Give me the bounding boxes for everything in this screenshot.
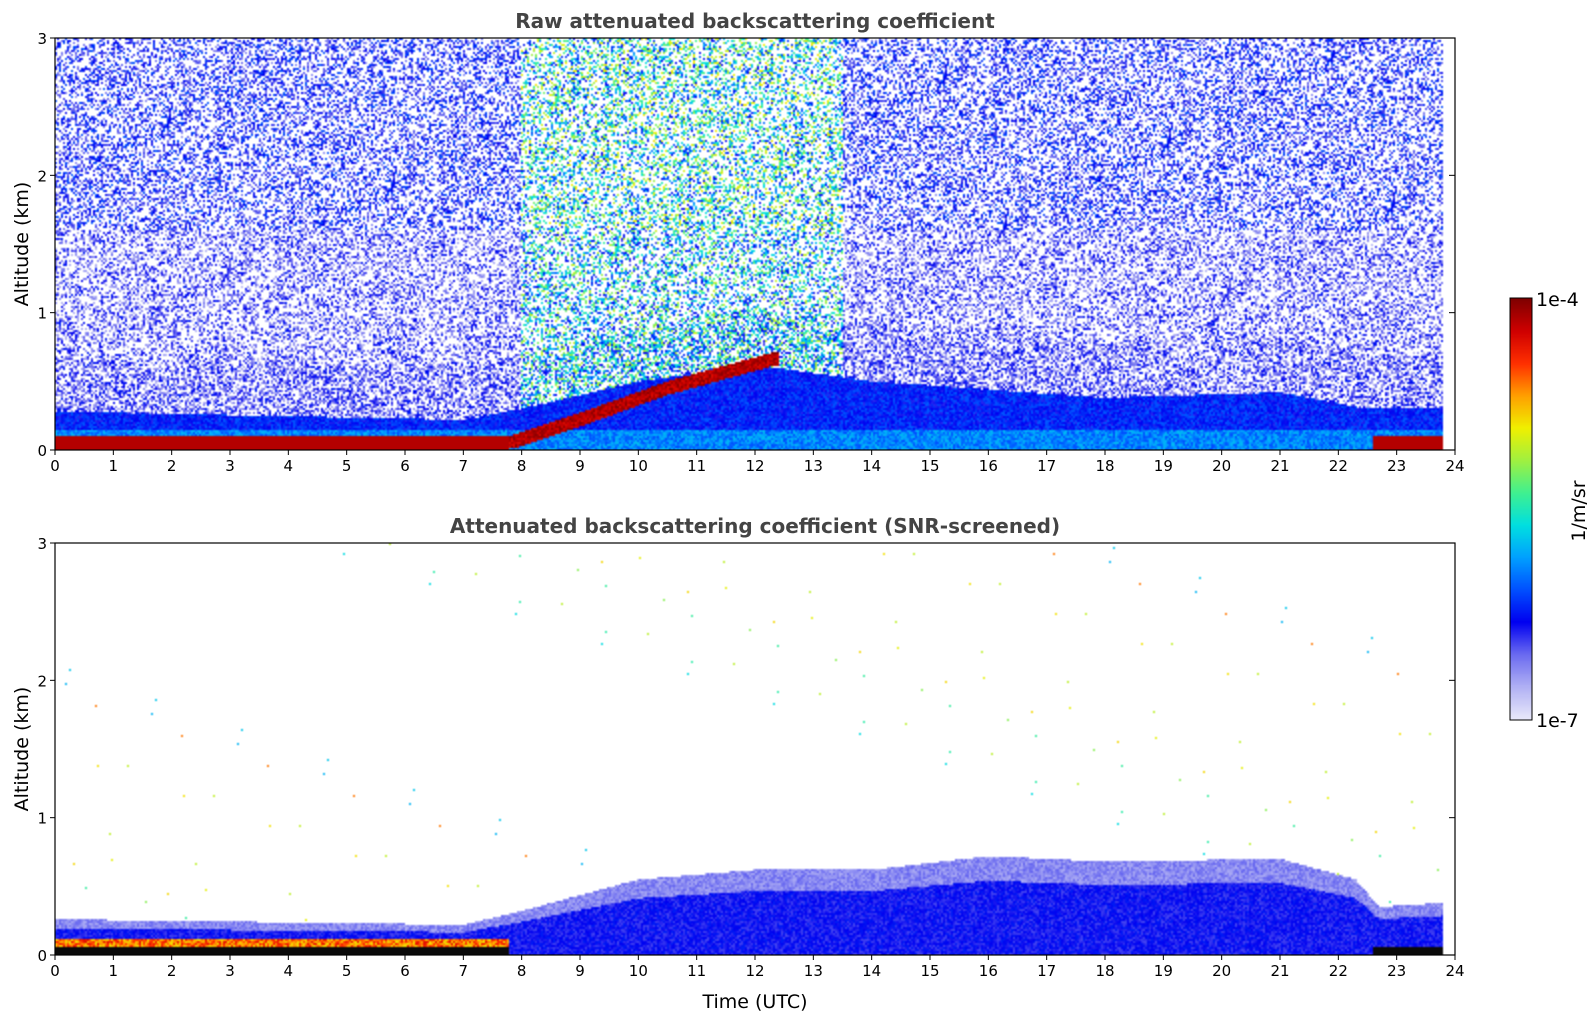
x-tick-label: 6 <box>400 962 410 980</box>
x-tick-label: 7 <box>459 962 469 980</box>
x-tick-label: 14 <box>862 457 881 475</box>
x-tick-label: 19 <box>1154 962 1173 980</box>
x-tick-label: 17 <box>1037 457 1056 475</box>
x-tick-label: 10 <box>629 457 648 475</box>
x-tick-label: 7 <box>459 457 469 475</box>
x-tick-label: 18 <box>1095 962 1114 980</box>
x-tick-label: 15 <box>920 457 939 475</box>
x-tick-label: 8 <box>517 962 527 980</box>
panel-raw-y-axis: 0 1 2 3 <box>37 30 1455 460</box>
x-tick-label: 23 <box>1387 962 1406 980</box>
panel-raw-ylabel: Altitude (km) <box>11 182 33 307</box>
panel-screened-ylabel: Altitude (km) <box>11 687 33 812</box>
x-tick-label: 0 <box>50 457 60 475</box>
raw-backscatter-heatmap <box>55 38 1455 450</box>
x-tick-label: 2 <box>167 962 177 980</box>
y-tick-label: 2 <box>37 672 47 690</box>
panel-raw-x-axis: 0 1 2 3 4 5 6 7 8 9 10 11 12 13 14 15 16 17 18 19 20 21 22 23 24 <box>50 450 1465 475</box>
panel-screened-xlabel: Time (UTC) <box>701 991 807 1013</box>
x-tick-label: 18 <box>1095 457 1114 475</box>
x-tick-label: 20 <box>1212 962 1231 980</box>
x-tick-label: 21 <box>1270 962 1289 980</box>
panel-screened: Attenuated backscattering coefficient (S… <box>11 514 1465 1013</box>
colorbar-max-label: 1e-4 <box>1536 289 1579 311</box>
x-tick-label: 3 <box>225 457 235 475</box>
y-tick-label: 1 <box>37 810 47 828</box>
y-tick-label: 1 <box>37 305 47 323</box>
y-tick-label: 3 <box>37 30 47 48</box>
colorbar-frame <box>1509 297 1533 721</box>
colorbar-label: 1/m/sr <box>1568 480 1590 541</box>
x-tick-label: 5 <box>342 962 352 980</box>
x-tick-label: 14 <box>862 962 881 980</box>
x-tick-label: 1 <box>109 962 119 980</box>
x-tick-label: 9 <box>575 962 585 980</box>
colorbar-gradient <box>1510 298 1532 720</box>
x-tick-label: 10 <box>629 962 648 980</box>
screened-backscatter-heatmap <box>55 543 1455 955</box>
x-tick-label: 24 <box>1445 962 1464 980</box>
x-tick-label: 23 <box>1387 457 1406 475</box>
x-tick-label: 13 <box>804 962 823 980</box>
x-tick-label: 24 <box>1445 457 1464 475</box>
x-tick-label: 13 <box>804 457 823 475</box>
y-tick-label: 0 <box>37 947 47 965</box>
x-tick-label: 12 <box>745 962 764 980</box>
x-tick-label: 17 <box>1037 962 1056 980</box>
x-tick-label: 15 <box>920 962 939 980</box>
x-tick-label: 8 <box>517 457 527 475</box>
x-tick-label: 2 <box>167 457 177 475</box>
x-tick-label: 16 <box>979 457 998 475</box>
colorbar-min-label: 1e-7 <box>1536 710 1579 732</box>
y-tick-label: 0 <box>37 442 47 460</box>
colorbar: 1e-4 1e-7 1/m/sr <box>1509 289 1590 732</box>
x-tick-label: 12 <box>745 457 764 475</box>
x-tick-label: 21 <box>1270 457 1289 475</box>
x-tick-label: 1 <box>109 457 119 475</box>
x-tick-label: 3 <box>225 962 235 980</box>
panel-screened-x-axis: 0 1 2 3 4 5 6 7 8 9 10 11 12 13 14 15 16 17 18 19 20 21 22 23 24 <box>50 955 1465 980</box>
x-tick-label: 0 <box>50 962 60 980</box>
panel-raw-title: Raw attenuated backscattering coefficien… <box>515 9 995 33</box>
x-tick-label: 22 <box>1329 457 1348 475</box>
x-tick-label: 16 <box>979 962 998 980</box>
x-tick-label: 6 <box>400 457 410 475</box>
panel-screened-title: Attenuated backscattering coefficient (S… <box>450 514 1060 538</box>
y-tick-label: 3 <box>37 535 47 553</box>
x-tick-label: 11 <box>687 457 706 475</box>
x-tick-label: 19 <box>1154 457 1173 475</box>
x-tick-label: 4 <box>284 457 294 475</box>
y-tick-label: 2 <box>37 167 47 185</box>
x-tick-label: 11 <box>687 962 706 980</box>
x-tick-label: 4 <box>284 962 294 980</box>
x-tick-label: 22 <box>1329 962 1348 980</box>
x-tick-label: 20 <box>1212 457 1231 475</box>
x-tick-label: 9 <box>575 457 585 475</box>
x-tick-label: 5 <box>342 457 352 475</box>
panel-raw: Raw attenuated backscattering coefficien… <box>11 9 1465 475</box>
panel-screened-y-axis: 0 1 2 3 <box>37 535 1455 965</box>
